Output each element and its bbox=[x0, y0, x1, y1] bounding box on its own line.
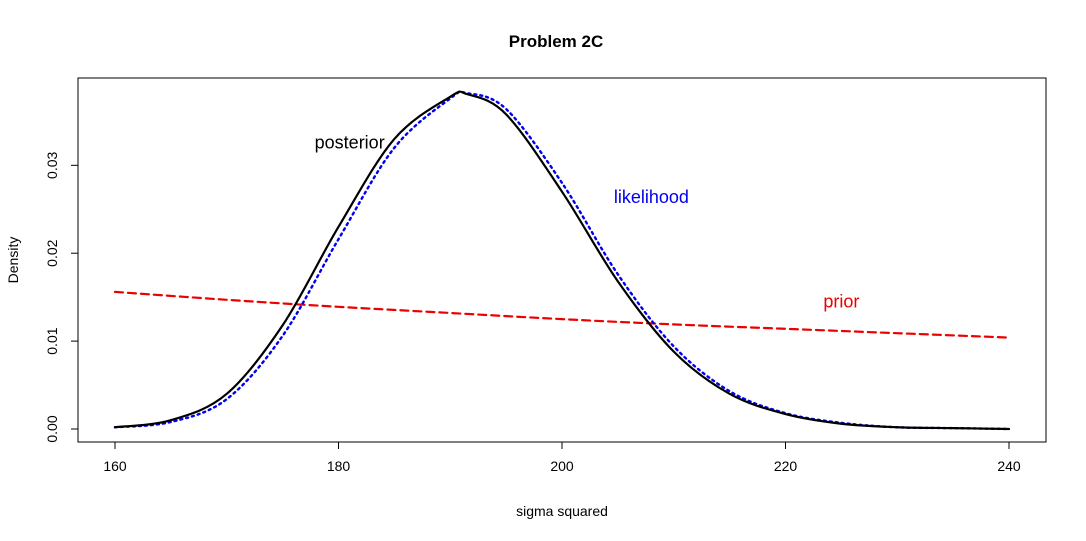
x-tick-label: 200 bbox=[550, 458, 574, 474]
plot-frame bbox=[77, 77, 1047, 443]
x-tick-label: 220 bbox=[774, 458, 798, 474]
x-tick-label: 160 bbox=[103, 458, 127, 474]
x-axis-label: sigma squared bbox=[516, 503, 608, 519]
y-tick-label: 0.01 bbox=[44, 327, 60, 354]
x-axis: 160 180 200 220 240 bbox=[103, 441, 1021, 474]
y-axis-label: Density bbox=[5, 237, 21, 284]
annotation-posterior: posterior bbox=[315, 133, 385, 153]
chart-title: Problem 2C bbox=[509, 32, 603, 51]
y-axis: 0.00 0.01 0.02 0.03 bbox=[44, 151, 79, 443]
x-tick-label: 180 bbox=[327, 458, 351, 474]
series-line-likelihood bbox=[113, 90, 1011, 431]
annotation-layer: posterior likelihood prior bbox=[315, 133, 860, 312]
annotation-prior: prior bbox=[823, 292, 859, 312]
y-tick-label: 0.02 bbox=[44, 239, 60, 266]
series-line-posterior bbox=[113, 90, 1011, 431]
series-layer bbox=[113, 90, 1011, 431]
x-tick-label: 240 bbox=[997, 458, 1021, 474]
y-tick-label: 0.03 bbox=[44, 151, 60, 178]
series-line-prior bbox=[113, 290, 1011, 339]
annotation-likelihood: likelihood bbox=[614, 187, 689, 207]
y-tick-label: 0.00 bbox=[44, 415, 60, 442]
